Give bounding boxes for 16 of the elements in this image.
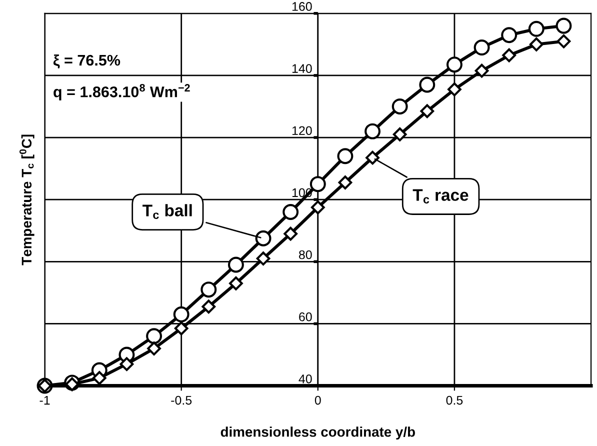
y-tick-label: 40	[298, 374, 312, 384]
y-tick-label: 60	[299, 312, 312, 322]
y-tick-label: 120	[292, 126, 312, 136]
y-axis-title: Temperature T$_{c}$ [$^{0}$C]	[19, 134, 34, 266]
text: T$_{c}$ ball	[142, 204, 192, 219]
y-tick-label: 80	[298, 250, 312, 260]
text: T$_{c}$ race	[412, 189, 468, 204]
x-tick-label: 0.5	[446, 396, 463, 405]
annotation: q = 1.863.10$^{8}$ Wm$^{−2}$	[54, 84, 190, 100]
y-tick-label: 160	[292, 2, 312, 11]
x-axis-title: dimensionless coordinate y/b	[220, 426, 415, 440]
x-tick-label: -0.5	[171, 396, 192, 405]
y-tick-label: 140	[292, 64, 312, 73]
annotation: ξ = 76.5%	[53, 54, 120, 69]
x-tick-label: -1	[40, 396, 50, 405]
x-tick-label: 0	[314, 396, 321, 405]
